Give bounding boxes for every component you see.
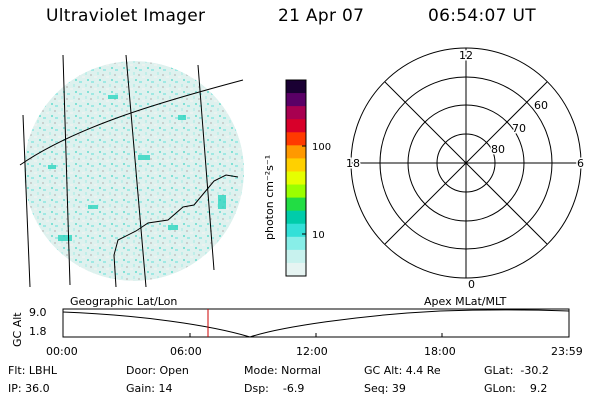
lat-label-80: 80 <box>491 143 505 156</box>
uvi-image <box>19 55 244 287</box>
mlt-label-12: 12 <box>459 49 473 62</box>
colorbar-segment <box>286 158 306 172</box>
lat-label-60: 60 <box>534 99 548 112</box>
xtick-label-1200: 12:00 <box>296 345 328 358</box>
mode-info: Mode: Normal <box>244 364 321 377</box>
glon-info: GLon: 9.2 <box>484 382 548 395</box>
geographic-latlon-label: Geographic Lat/Lon <box>70 295 178 308</box>
colorbar-segment <box>286 80 306 94</box>
altitude-trace-line <box>62 309 570 338</box>
colorbar-units-label: photon cm⁻²s⁻¹ <box>263 154 276 240</box>
colorbar-segment <box>286 236 306 251</box>
gc-alt-axis-title: GC Alt <box>11 312 24 347</box>
apex-mlat-mlt-label: Apex MLat/MLT <box>424 295 507 308</box>
colorbar-tick-label-100: 100 <box>312 142 331 153</box>
lat-label-70: 70 <box>512 122 526 135</box>
seq-info: Seq: 39 <box>364 382 406 395</box>
polar-plot: 12 18 6 0 60 70 80 <box>345 47 586 293</box>
ytick-label-9: 9.0 <box>29 306 47 319</box>
mlt-label-18: 18 <box>346 157 360 170</box>
gain-info: Gain: 14 <box>126 382 173 395</box>
colorbar-segment <box>286 119 306 133</box>
xtick-label-0000: 00:00 <box>46 345 78 358</box>
gc-alt-info: GC Alt: 4.4 Re <box>364 364 441 377</box>
mlt-label-6: 6 <box>577 157 584 170</box>
ytick-label-1-8: 1.8 <box>29 325 47 338</box>
colorbar-segment <box>286 197 306 212</box>
filter-info: Flt: LBHL <box>8 364 57 377</box>
colorbar-segment <box>286 262 306 277</box>
colorbar-tick-label-10: 10 <box>312 230 325 241</box>
colorbar-segment <box>286 223 306 238</box>
colorbar-segment <box>286 184 306 199</box>
altitude-trace-plot <box>62 308 570 338</box>
xtick-label-0600: 06:00 <box>170 345 202 358</box>
dsp-info: Dsp: -6.9 <box>244 382 305 395</box>
xtick-label-1800: 18:00 <box>424 345 456 358</box>
colorbar-segment <box>286 249 306 264</box>
mlt-label-0: 0 <box>468 278 475 291</box>
colorbar: 100 10 <box>285 79 331 277</box>
xtick-label-2359: 23:59 <box>551 345 583 358</box>
colorbar-frame <box>285 79 307 277</box>
ip-info: IP: 36.0 <box>8 382 50 395</box>
colorbar-segment <box>286 145 306 159</box>
colorbar-segment <box>286 210 306 225</box>
colorbar-segment <box>286 106 306 120</box>
instrument-title: Ultraviolet Imager <box>46 6 206 26</box>
colorbar-segment <box>286 132 306 146</box>
date-label: 21 Apr 07 <box>278 6 365 26</box>
glat-info: GLat: -30.2 <box>484 364 549 377</box>
door-info: Door: Open <box>126 364 189 377</box>
time-label: 06:54:07 UT <box>428 6 536 26</box>
colorbar-segment <box>286 93 306 107</box>
colorbar-segment <box>286 171 306 186</box>
